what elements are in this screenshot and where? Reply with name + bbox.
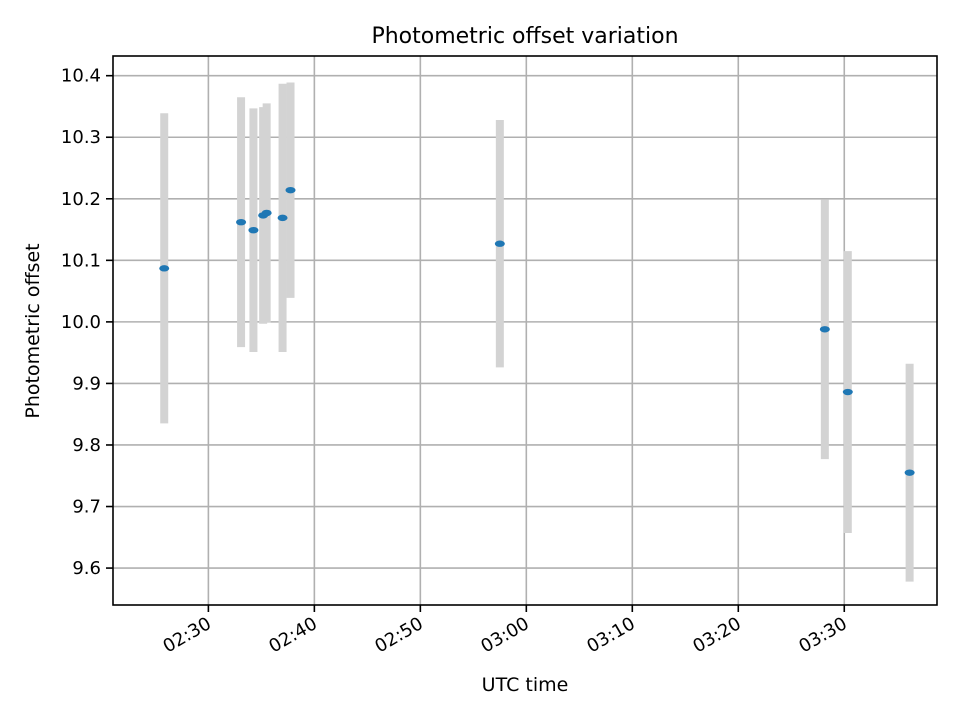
x-axis-label: UTC time — [482, 674, 569, 696]
y-tick-label: 9.6 — [72, 558, 101, 579]
data-point — [819, 326, 830, 333]
data-point — [494, 240, 505, 247]
y-tick-label: 9.8 — [72, 435, 101, 456]
y-tick-label: 10.0 — [61, 312, 101, 333]
y-tick-label: 10.2 — [61, 189, 101, 210]
data-point — [261, 209, 272, 217]
y-axis-label: Photometric offset — [22, 243, 44, 418]
data-point — [277, 214, 288, 222]
y-tick-label: 9.7 — [72, 497, 101, 518]
y-tick-label: 9.9 — [72, 373, 101, 394]
chart-title: Photometric offset variation — [371, 24, 678, 49]
plot-frame — [112, 55, 938, 606]
data-points — [159, 186, 915, 476]
data-point — [248, 226, 259, 234]
data-point — [842, 388, 853, 396]
data-point — [285, 186, 296, 194]
data-point — [904, 469, 915, 476]
y-tick-label: 10.1 — [61, 250, 101, 271]
data-point — [159, 265, 170, 272]
data-point — [236, 218, 247, 226]
y-axis-ticks: 9.6 9.7 9.8 9.9 10.0 10.1 10.2 10.3 10.4 — [61, 66, 113, 579]
y-tick-label: 10.3 — [61, 127, 101, 148]
y-tick-label: 10.4 — [61, 66, 101, 87]
